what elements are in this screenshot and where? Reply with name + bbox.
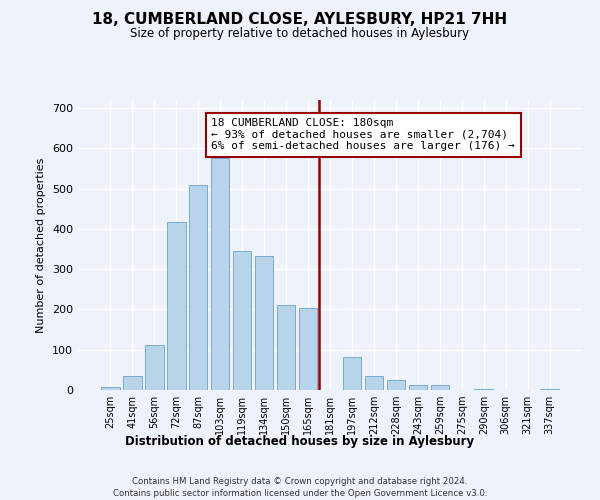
Text: Size of property relative to detached houses in Aylesbury: Size of property relative to detached ho…	[130, 28, 470, 40]
Bar	[211, 158, 229, 390]
Bar	[101, 387, 119, 390]
Bar	[343, 356, 361, 390]
Bar	[541, 389, 559, 390]
Bar	[409, 385, 427, 390]
Text: Contains HM Land Registry data © Crown copyright and database right 2024.: Contains HM Land Registry data © Crown c…	[132, 478, 468, 486]
Bar	[431, 385, 449, 390]
Bar	[475, 389, 493, 390]
Text: Contains public sector information licensed under the Open Government Licence v3: Contains public sector information licen…	[113, 489, 487, 498]
Bar	[189, 186, 208, 390]
Bar	[255, 256, 274, 390]
Bar	[299, 308, 317, 390]
Bar	[167, 222, 185, 390]
Text: 18 CUMBERLAND CLOSE: 180sqm
← 93% of detached houses are smaller (2,704)
6% of s: 18 CUMBERLAND CLOSE: 180sqm ← 93% of det…	[211, 118, 515, 152]
Bar	[123, 376, 142, 390]
Y-axis label: Number of detached properties: Number of detached properties	[37, 158, 46, 332]
Bar	[145, 345, 164, 390]
Bar	[365, 376, 383, 390]
Bar	[277, 306, 295, 390]
Bar	[233, 251, 251, 390]
Text: Distribution of detached houses by size in Aylesbury: Distribution of detached houses by size …	[125, 435, 475, 448]
Bar	[386, 380, 405, 390]
Text: 18, CUMBERLAND CLOSE, AYLESBURY, HP21 7HH: 18, CUMBERLAND CLOSE, AYLESBURY, HP21 7H…	[92, 12, 508, 28]
